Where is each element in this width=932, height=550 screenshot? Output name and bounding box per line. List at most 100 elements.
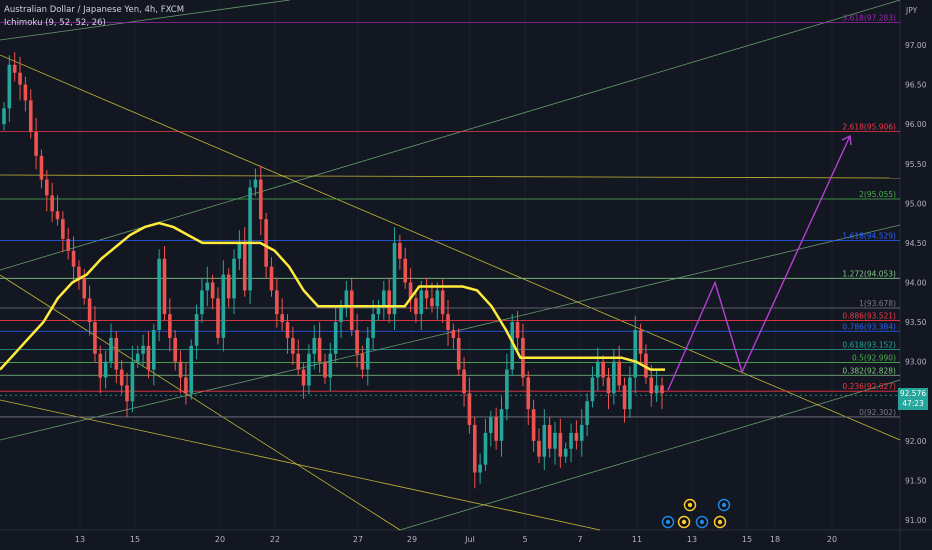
price-axis-tick: 97.00 bbox=[905, 41, 927, 50]
price-axis-tick: 95.00 bbox=[905, 199, 927, 208]
candle-body bbox=[125, 385, 129, 402]
candle-body bbox=[467, 393, 472, 425]
candle-body bbox=[135, 353, 140, 362]
candle-body bbox=[253, 179, 258, 188]
candle-body bbox=[248, 187, 252, 291]
candle-body bbox=[61, 219, 65, 239]
candle-body bbox=[515, 322, 520, 338]
candle-body bbox=[275, 290, 279, 315]
candle-body bbox=[269, 266, 274, 291]
candle-body bbox=[628, 377, 632, 410]
candle-body bbox=[141, 345, 145, 354]
candle-body bbox=[472, 425, 477, 473]
fib-level-label: 0.618(93.152) bbox=[842, 341, 896, 350]
candle-body bbox=[387, 290, 391, 315]
currency-label: JPY bbox=[905, 6, 918, 15]
candle-body bbox=[296, 353, 301, 370]
candle-body bbox=[34, 132, 38, 156]
trend-channel-line bbox=[0, 54, 901, 441]
candle-body bbox=[205, 282, 210, 291]
candle-body bbox=[114, 337, 119, 370]
candle-body bbox=[7, 64, 12, 109]
fib-level-label: 0.5(92.990) bbox=[852, 353, 896, 362]
time-axis-tick: 7 bbox=[577, 535, 582, 544]
candle-body bbox=[146, 345, 151, 370]
candle-body bbox=[285, 322, 290, 338]
candle-body bbox=[109, 337, 113, 362]
candle-body bbox=[130, 361, 135, 402]
candle-body bbox=[365, 337, 370, 370]
last-price-tag: 92.576 47:23 bbox=[898, 388, 928, 410]
time-axis-tick: 18 bbox=[770, 535, 780, 544]
fib-level-label: 1.618(94.529) bbox=[842, 232, 896, 241]
candle-body bbox=[178, 361, 183, 378]
candle-body bbox=[579, 425, 584, 441]
time-axis-tick: 20 bbox=[215, 535, 225, 544]
candle-body bbox=[446, 314, 450, 330]
candle-body bbox=[71, 250, 76, 267]
candle-body bbox=[451, 330, 456, 338]
indicator-label: Ichimoku (9, 52, 52, 26) bbox=[4, 18, 106, 28]
candle-body bbox=[622, 385, 627, 410]
candle-body bbox=[574, 432, 579, 441]
trend-channel-line bbox=[0, 399, 601, 531]
candle-body bbox=[424, 290, 429, 299]
candle-body bbox=[103, 361, 108, 378]
candle-body bbox=[558, 432, 563, 457]
fib-level-label: 0.382(92.828) bbox=[842, 366, 896, 375]
candle-body bbox=[189, 345, 194, 394]
fib-level-label: 1(93.678) bbox=[859, 299, 896, 308]
time-axis-tick: Jul bbox=[464, 535, 475, 544]
candle-body bbox=[2, 108, 6, 125]
candle-body bbox=[173, 337, 177, 362]
candle-body bbox=[184, 377, 188, 394]
candle-body bbox=[654, 385, 659, 394]
candle-body bbox=[644, 353, 648, 378]
candle-body bbox=[617, 361, 622, 386]
candle-body bbox=[531, 409, 536, 441]
price-axis-tick: 91.00 bbox=[905, 516, 927, 525]
candle-body bbox=[162, 258, 167, 315]
economic-event-dot bbox=[665, 519, 671, 525]
candle-body bbox=[339, 306, 343, 323]
trend-channel-line bbox=[0, 174, 901, 179]
ichimoku-baseline bbox=[0, 221, 665, 371]
candle-body bbox=[317, 337, 322, 362]
candle-body bbox=[55, 211, 60, 220]
candle-body bbox=[633, 330, 638, 378]
candle-body bbox=[505, 369, 509, 410]
economic-event-dot bbox=[681, 519, 687, 525]
candle-body bbox=[151, 330, 156, 370]
candle-body bbox=[499, 409, 504, 441]
price-axis-tick: 93.00 bbox=[905, 358, 927, 367]
candle-body bbox=[93, 322, 97, 354]
candle-body bbox=[210, 282, 215, 299]
economic-event-dot bbox=[687, 502, 693, 508]
candle-body bbox=[216, 298, 220, 338]
candle-body bbox=[612, 361, 616, 394]
bar-countdown: 47:23 bbox=[902, 399, 924, 408]
candle-body bbox=[242, 242, 247, 291]
candle-body bbox=[542, 425, 547, 457]
price-axis-tick: 94.50 bbox=[905, 239, 927, 248]
candle-body bbox=[489, 417, 493, 433]
candle-body bbox=[226, 274, 231, 299]
candle-body bbox=[264, 219, 268, 267]
candle-body bbox=[39, 155, 44, 180]
time-axis-tick: 13 bbox=[687, 535, 697, 544]
candle-body bbox=[398, 242, 402, 259]
candle-body bbox=[66, 238, 70, 251]
candle-body bbox=[649, 377, 654, 394]
candle-body bbox=[18, 72, 22, 85]
candle-body bbox=[371, 314, 375, 338]
candle-body bbox=[333, 322, 338, 354]
candle-body bbox=[157, 258, 161, 330]
last-price-value: 92.576 bbox=[899, 389, 927, 398]
candle-body bbox=[419, 290, 424, 315]
candle-body bbox=[510, 322, 515, 370]
candle-body bbox=[408, 282, 413, 299]
time-axis-tick: 22 bbox=[270, 535, 280, 544]
candle-body bbox=[323, 361, 327, 378]
candle-body bbox=[258, 179, 263, 220]
